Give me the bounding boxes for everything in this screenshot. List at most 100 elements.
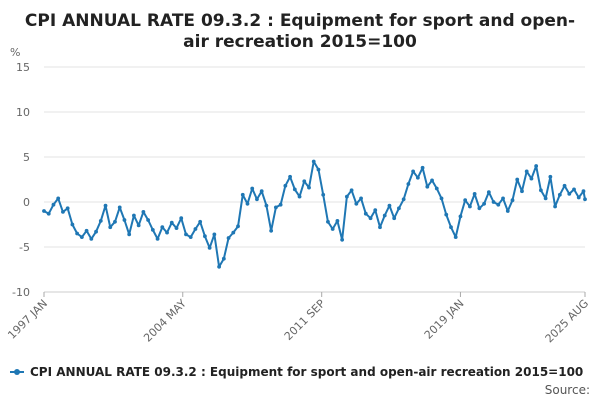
data-point[interactable] xyxy=(458,214,463,219)
data-point[interactable] xyxy=(250,186,255,191)
data-point[interactable] xyxy=(344,194,349,199)
data-point[interactable] xyxy=(226,236,231,240)
data-point[interactable] xyxy=(255,197,259,202)
data-point[interactable] xyxy=(482,201,487,206)
data-point[interactable] xyxy=(491,200,496,204)
data-point[interactable] xyxy=(326,219,330,224)
data-point[interactable] xyxy=(179,216,184,221)
data-point[interactable] xyxy=(368,216,373,221)
data-point[interactable] xyxy=(278,202,283,207)
data-point[interactable] xyxy=(184,232,188,237)
data-point[interactable] xyxy=(146,218,151,222)
data-point[interactable] xyxy=(538,188,543,193)
data-point[interactable] xyxy=(567,192,572,196)
data-point[interactable] xyxy=(42,209,46,213)
data-point[interactable] xyxy=(61,210,65,214)
data-point[interactable] xyxy=(505,209,510,213)
data-point[interactable] xyxy=(415,175,420,180)
data-point[interactable] xyxy=(79,235,84,240)
data-point[interactable] xyxy=(387,203,392,208)
data-point[interactable] xyxy=(406,182,411,186)
data-point[interactable] xyxy=(98,219,103,223)
data-point[interactable] xyxy=(75,231,80,236)
data-point[interactable] xyxy=(221,256,226,261)
data-point[interactable] xyxy=(444,212,449,217)
data-point[interactable] xyxy=(576,195,581,200)
data-point[interactable] xyxy=(439,196,444,201)
data-point[interactable] xyxy=(240,192,245,197)
data-point[interactable] xyxy=(501,196,505,201)
data-point[interactable] xyxy=(203,234,207,239)
data-point[interactable] xyxy=(557,192,562,197)
data-point[interactable] xyxy=(449,225,453,230)
data-point[interactable] xyxy=(316,167,321,172)
data-point[interactable] xyxy=(520,189,524,194)
data-point[interactable] xyxy=(302,179,307,184)
data-point[interactable] xyxy=(496,202,501,207)
data-point[interactable] xyxy=(311,159,316,164)
data-point[interactable] xyxy=(212,232,217,237)
data-point[interactable] xyxy=(103,203,108,208)
data-point[interactable] xyxy=(472,192,477,196)
data-point[interactable] xyxy=(155,237,160,241)
data-point[interactable] xyxy=(207,246,212,250)
data-point[interactable] xyxy=(515,177,520,182)
data-point[interactable] xyxy=(245,201,250,206)
data-point[interactable] xyxy=(117,205,122,210)
data-point[interactable] xyxy=(583,197,587,202)
data-point[interactable] xyxy=(510,198,515,203)
data-point[interactable] xyxy=(198,219,203,224)
data-point[interactable] xyxy=(113,219,117,224)
data-point[interactable] xyxy=(122,218,127,222)
data-point[interactable] xyxy=(264,203,269,208)
data-point[interactable] xyxy=(572,187,576,192)
data-point[interactable] xyxy=(141,210,146,214)
data-point[interactable] xyxy=(94,229,98,234)
data-point[interactable] xyxy=(273,205,278,210)
data-point[interactable] xyxy=(56,196,61,201)
data-point[interactable] xyxy=(283,183,288,188)
data-point[interactable] xyxy=(359,196,363,201)
data-point[interactable] xyxy=(108,225,113,230)
data-point[interactable] xyxy=(411,169,416,174)
data-point[interactable] xyxy=(169,220,174,225)
data-point[interactable] xyxy=(127,232,132,237)
data-point[interactable] xyxy=(486,190,491,195)
data-point[interactable] xyxy=(453,235,458,240)
data-point[interactable] xyxy=(397,206,401,211)
data-point[interactable] xyxy=(321,192,326,197)
data-point[interactable] xyxy=(349,188,354,193)
data-point[interactable] xyxy=(363,211,368,216)
data-point[interactable] xyxy=(425,184,430,189)
data-point[interactable] xyxy=(543,196,548,201)
data-point[interactable] xyxy=(468,204,472,209)
data-point[interactable] xyxy=(548,174,553,179)
data-point[interactable] xyxy=(132,213,136,218)
data-point[interactable] xyxy=(392,216,397,221)
data-point[interactable] xyxy=(420,165,425,170)
data-point[interactable] xyxy=(340,237,345,242)
data-point[interactable] xyxy=(581,189,586,194)
data-point[interactable] xyxy=(373,208,378,213)
data-point[interactable] xyxy=(217,264,222,269)
data-point[interactable] xyxy=(65,206,70,211)
data-point[interactable] xyxy=(382,213,387,218)
data-point[interactable] xyxy=(89,237,94,241)
data-point[interactable] xyxy=(193,227,198,231)
data-point[interactable] xyxy=(562,183,567,188)
data-point[interactable] xyxy=(174,226,179,231)
data-point[interactable] xyxy=(378,225,382,230)
data-point[interactable] xyxy=(534,164,539,168)
data-point[interactable] xyxy=(297,194,302,199)
data-point[interactable] xyxy=(401,197,406,202)
legend[interactable]: CPI ANNUAL RATE 09.3.2 : Equipment for s… xyxy=(10,365,583,379)
data-point[interactable] xyxy=(307,185,311,190)
data-point[interactable] xyxy=(288,174,292,179)
data-point[interactable] xyxy=(330,227,335,231)
data-point[interactable] xyxy=(463,198,468,203)
data-point[interactable] xyxy=(160,225,165,230)
data-point[interactable] xyxy=(46,211,51,216)
data-point[interactable] xyxy=(335,219,340,223)
data-point[interactable] xyxy=(236,224,240,229)
data-point[interactable] xyxy=(524,169,529,174)
